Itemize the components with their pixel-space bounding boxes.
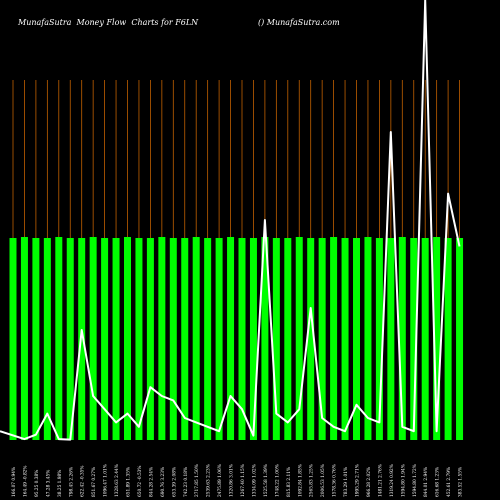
x-tick-label: 38.25 1.98% [58,470,63,497]
bar [410,238,418,440]
x-tick-label: 1328.63 2.44% [115,464,120,497]
x-tick-label: 2539.63 2.23% [207,464,212,497]
bar [433,237,441,440]
x-tick-label: 47.28 3.45% [46,470,51,497]
x-tick-label: 1481.21 2.76% [378,464,383,497]
bar [169,238,177,440]
x-tick-label: 1096.47 1.01% [104,464,109,497]
bar [284,238,292,440]
x-tick-label: 2006.53 1.05% [321,464,326,497]
x-tick-label: 1319.24 0.92% [390,464,395,497]
bar [66,238,74,440]
bar [32,238,40,440]
x-tick-label: 1320.86 3.01% [230,464,235,497]
x-tick-label: 851.67 0.27% [92,467,97,497]
x-tick-label: 650.72 -0.53% [138,465,143,497]
x-tick-label: 452.61 2.79% [447,467,452,497]
bar [353,238,360,440]
bar [124,237,131,440]
x-tick-label: 651.89 1.35% [127,467,132,497]
x-tick-label: 1525.58 1.39% [264,464,269,497]
x-tick-label: 844.01 2.94% [424,467,429,497]
x-tick-label: 1092.84 1.85% [298,464,303,497]
x-tick-label: 815.83 2.11% [287,467,292,497]
x-tick-label: 383.52 1.55% [459,467,464,497]
bar [375,238,383,440]
x-tick-label: 1267.40 1.15% [241,464,246,497]
x-tick-label: 1578.36 0.76% [333,464,338,497]
bar [112,238,120,440]
bar [181,238,189,440]
bar [249,238,257,440]
bar [227,237,235,440]
bar [456,238,464,440]
x-tick-label: 2475.89 1.06% [218,464,223,497]
bar [330,237,338,440]
bar [55,237,63,440]
x-tick-label: 844.28 2.54% [149,467,154,497]
x-tick-label: 690.76 3.23% [161,467,166,497]
bar [444,238,452,440]
x-tick-label: 616.68 1.23% [436,467,441,497]
bar [135,238,143,440]
bar [421,238,429,440]
bar-series [9,237,464,440]
bar [158,237,166,440]
x-tick-label: 966.28 2.02% [367,467,372,497]
x-tick-label: 1748.22 1.00% [275,464,280,497]
money-flow-line [0,0,461,441]
bar [318,238,326,440]
bar [20,237,28,440]
bar [238,238,246,440]
x-tick-label: 164.49 -0.82% [23,465,28,497]
chart-title: MunafaSutra Money Flow Charts for F6LN [18,18,199,27]
bar [272,238,280,440]
bar [398,237,406,440]
x-tick-label: 742.23 0.18% [184,467,189,497]
x-tick-label: 653.39 2.08% [172,467,177,497]
x-tick-label: 1594.80 1.94% [401,464,406,497]
bar [215,238,223,440]
x-tick-label: 783.29 1.01% [344,467,349,497]
x-tick-labels: 166.07 0.94% 164.49 -0.82% 95.25 0.38% 47.2… [12,464,464,497]
x-tick-label: 622.42 -0.35% [81,465,86,497]
x-tick-label: 1334.09 1.02% [252,464,257,497]
x-tick-label: 166.07 0.94% [12,467,17,497]
bar [101,238,109,440]
bar [9,238,17,440]
bar [146,238,154,440]
bar [387,238,395,440]
x-tick-label: 1995.29 2.71% [356,464,361,497]
bar [295,237,303,440]
bar [43,238,51,440]
x-tick-label: 798.45 2.26% [69,467,74,497]
bar [192,237,200,440]
x-tick-label: 1594.80 1.72% [413,464,418,497]
bar [341,238,349,440]
bar [89,237,97,440]
bar [307,238,315,440]
line-series [0,0,461,441]
bar [261,237,269,440]
bar [364,237,372,440]
bar [204,238,212,440]
site-credit: () MunafaSutra.com [258,18,340,27]
x-tick-label: 2565.83 1.25% [310,464,315,497]
x-tick-label: 2717.85 1.50% [195,464,200,497]
x-tick-label: 95.25 0.38% [35,470,40,497]
